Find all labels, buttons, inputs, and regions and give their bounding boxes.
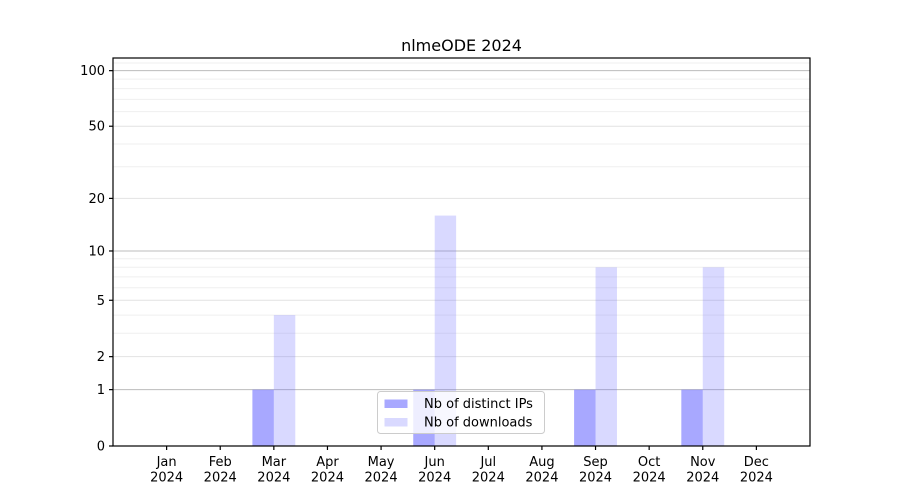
x-tick-label-month: Feb: [209, 455, 232, 470]
x-tick-label-year: 2024: [150, 471, 183, 486]
x-tick-label-year: 2024: [740, 471, 773, 486]
legend-box: [377, 391, 545, 434]
x-tick-label-year: 2024: [257, 471, 290, 486]
bar-downloads: [434, 215, 457, 446]
legend-swatch-downloads: [384, 418, 408, 427]
y-tick-label: 0: [97, 440, 105, 455]
bar-distinct-ips: [574, 389, 596, 446]
bar-distinct-ips: [681, 389, 703, 446]
x-tick-label-year: 2024: [472, 471, 505, 486]
y-tick-label: 10: [88, 244, 105, 259]
y-tick-label: 2: [97, 350, 105, 365]
x-tick-label-year: 2024: [633, 471, 666, 486]
x-tick-label-year: 2024: [686, 471, 719, 486]
x-tick-label-year: 2024: [525, 471, 558, 486]
x-tick-label-month: Aug: [529, 455, 554, 470]
plot-border: [112, 57, 811, 447]
x-tick-label-month: Jan: [156, 455, 177, 470]
x-tick-label-month: Jun: [424, 455, 445, 470]
bar-downloads: [702, 267, 725, 446]
x-tick-label-month: Sep: [583, 455, 608, 470]
legend-label: Nb of downloads: [424, 416, 533, 431]
x-tick-label-year: 2024: [311, 471, 344, 486]
x-tick-label-month: Oct: [638, 455, 660, 470]
x-tick-label-month: Apr: [316, 455, 339, 470]
legend-swatch-distinct-ips: [384, 399, 408, 408]
x-tick-label-month: Dec: [744, 455, 769, 470]
x-tick-label-month: Jul: [479, 455, 496, 470]
bar-distinct-ips: [252, 389, 274, 446]
bar-downloads: [595, 267, 617, 446]
x-tick-label-month: Nov: [690, 455, 716, 470]
y-tick-label: 5: [97, 294, 105, 309]
y-tick-label: 50: [88, 120, 105, 135]
x-tick-label-year: 2024: [365, 471, 398, 486]
x-tick-label-year: 2024: [204, 471, 237, 486]
x-tick-label-year: 2024: [579, 471, 612, 486]
x-tick-label-year: 2024: [418, 471, 451, 486]
y-tick-label: 100: [80, 64, 105, 79]
bar-downloads: [273, 315, 296, 446]
y-tick-label: 1: [97, 383, 105, 398]
x-tick-label-month: Mar: [262, 455, 287, 470]
legend-label: Nb of distinct IPs: [424, 397, 533, 412]
chart-title: nlmeODE 2024: [401, 36, 522, 55]
y-tick-label: 20: [88, 192, 105, 207]
x-tick-label-month: May: [368, 455, 395, 470]
